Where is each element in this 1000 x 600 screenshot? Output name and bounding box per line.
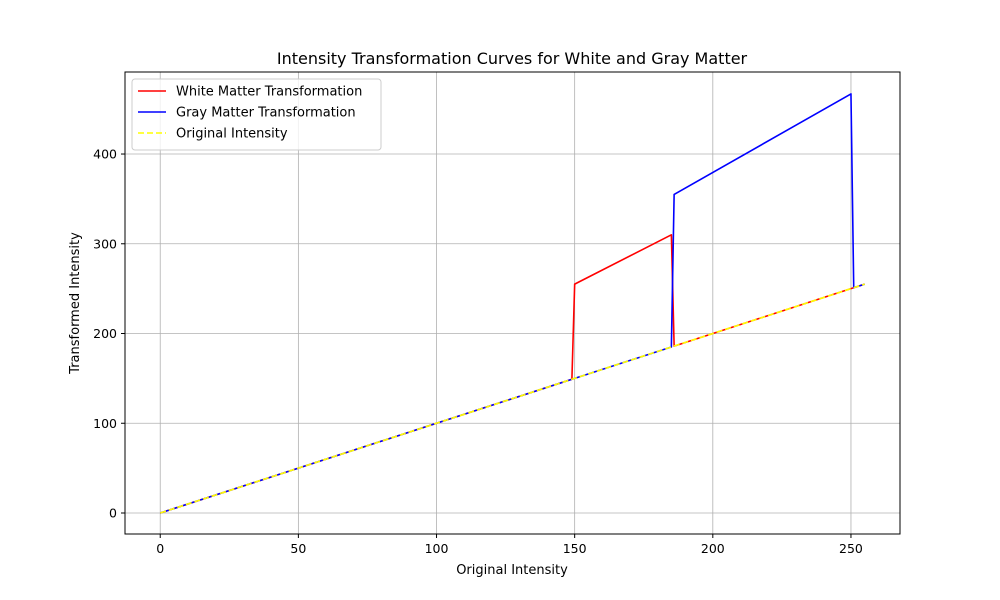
legend-label-2: Original Intensity <box>176 127 288 142</box>
y-tick-label: 0 <box>109 506 117 521</box>
series-layer <box>159 93 866 514</box>
x-tick-label: 150 <box>563 541 587 556</box>
legend-label-0: White Matter Transformation <box>176 85 362 100</box>
legend: White Matter Transformation Gray Matter T… <box>131 78 382 151</box>
x-tick-label: 50 <box>290 541 306 556</box>
legend-box <box>131 78 382 151</box>
y-tick-label: 100 <box>93 416 117 431</box>
legend-label-1: Gray Matter Transformation <box>176 106 356 121</box>
x-tick-label: 100 <box>425 541 449 556</box>
y-tick-label: 200 <box>93 326 117 341</box>
plot-frame <box>124 71 901 535</box>
series-line-2 <box>159 283 866 514</box>
ticks: 0 50 100 150 200 250 0 100 200 300 400 <box>93 147 863 556</box>
x-tick-label: 0 <box>156 541 164 556</box>
chart-title: Intensity Transformation Curves for Whit… <box>277 49 748 68</box>
grid <box>125 72 900 534</box>
y-tick-label: 400 <box>93 147 117 162</box>
y-tick-label: 300 <box>93 236 117 251</box>
x-tick-label: 250 <box>839 541 863 556</box>
y-axis-label: Transformed Intensity <box>68 232 83 375</box>
x-axis-label: Original Intensity <box>456 563 568 578</box>
x-tick-label: 200 <box>701 541 725 556</box>
